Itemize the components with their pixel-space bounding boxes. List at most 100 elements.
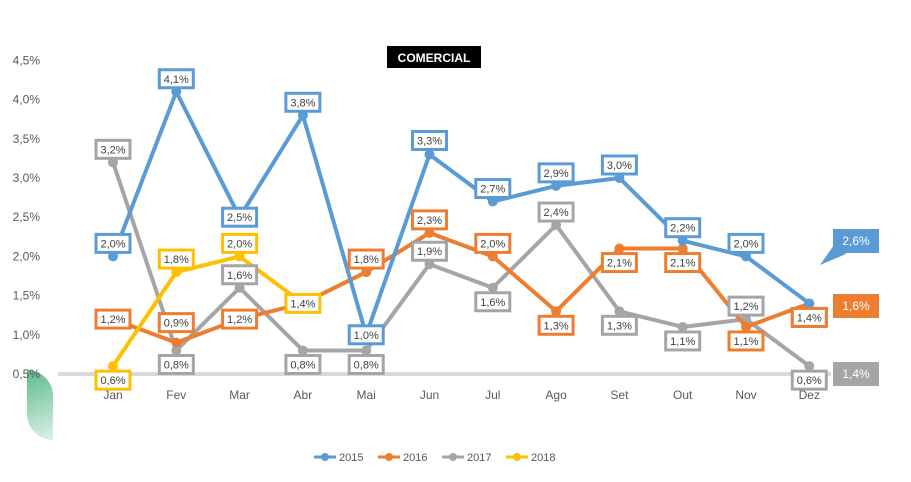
data-label-2017: 3,2% (94, 138, 132, 160)
x-tick-label: Set (610, 388, 629, 402)
data-label-2016: 2,3% (411, 209, 448, 231)
data-point-2017 (171, 345, 182, 356)
data-label-2018: 2,0% (221, 232, 259, 254)
legend-label: 2018 (531, 452, 555, 464)
data-label-box (600, 252, 638, 274)
y-tick-label: 3,5% (13, 132, 41, 146)
x-tick-label: Fev (166, 388, 186, 402)
legend-swatch-marker (321, 453, 329, 461)
data-label-text: 0,6% (100, 375, 125, 387)
data-label-box (347, 353, 385, 375)
data-label-2015: 3,3% (411, 129, 448, 151)
data-label-2015: 2,9% (537, 162, 575, 184)
data-label-text: 0,8% (354, 359, 379, 371)
series-line-2017 (111, 160, 812, 369)
data-label-box (157, 353, 195, 375)
y-tick-label: 2,0% (13, 249, 41, 263)
data-label-text: 0,9% (164, 318, 189, 330)
data-label-2015: 2,7% (474, 178, 512, 200)
data-label-2015: 2,0% (727, 232, 765, 254)
legend-label: 2017 (467, 452, 491, 464)
series-line-2018 (111, 254, 305, 369)
y-tick-label: 0,5% (13, 367, 41, 381)
x-tick-label: Jan (103, 388, 122, 402)
legend-item-2016: 2016 (378, 452, 427, 464)
data-label-text: 1,2% (100, 314, 125, 326)
data-label-box (411, 240, 448, 262)
data-label-2016: 1,2% (94, 308, 132, 330)
legend-item-2018: 2018 (506, 452, 555, 464)
data-label-box (94, 369, 132, 391)
data-label-2016: 1,4% (790, 306, 828, 328)
annotation-box (831, 360, 881, 388)
data-label-text: 1,1% (670, 336, 695, 348)
y-tick-label: 4,5% (13, 53, 41, 67)
data-label-2016: 0,9% (157, 312, 195, 334)
x-tick-label: Jul (485, 388, 500, 402)
data-label-text: 1,2% (733, 301, 758, 313)
data-point-2017 (361, 345, 372, 356)
data-label-2017: 1,2% (727, 295, 765, 317)
data-label-2017: 1,9% (411, 240, 448, 262)
data-label-2016: 1,3% (537, 314, 575, 336)
data-label-box (284, 292, 322, 314)
data-point-2017 (487, 282, 498, 293)
data-label-box (727, 295, 765, 317)
data-label-text: 2,3% (417, 215, 442, 227)
data-label-box (347, 248, 385, 270)
data-label-2016: 2,1% (600, 252, 638, 274)
data-label-2016: 1,2% (221, 308, 259, 330)
annotation-box (831, 292, 881, 320)
y-tick-label: 1,0% (13, 328, 41, 342)
data-label-2016: 2,1% (664, 252, 702, 274)
x-tick-label: Mar (229, 388, 250, 402)
data-label-box (474, 232, 512, 254)
chart-title-box (387, 46, 481, 68)
data-label-2015: 1,0% (347, 324, 385, 346)
data-label-text: 1,6% (480, 297, 505, 309)
data-label-box (727, 330, 765, 352)
data-label-text: 1,0% (354, 330, 379, 342)
data-label-box (537, 314, 575, 336)
data-label-text: 1,2% (227, 314, 252, 326)
legend-swatch-marker (449, 453, 457, 461)
data-label-box (284, 353, 322, 375)
data-label-text: 1,8% (164, 254, 189, 266)
legend-swatch-marker (513, 453, 521, 461)
x-tick-label: Ago (545, 388, 567, 402)
data-label-box (537, 201, 575, 223)
data-label-box (600, 314, 638, 336)
y-tick-label: 3,0% (13, 171, 41, 185)
data-label-box (600, 154, 638, 176)
data-label-box (221, 232, 259, 254)
data-label-text: 1,4% (290, 298, 315, 310)
data-label-box (727, 232, 765, 254)
data-label-text: 2,0% (733, 238, 758, 250)
data-label-2017: 0,6% (790, 369, 828, 391)
data-label-2016: 1,1% (727, 330, 765, 352)
legend-item-2017: 2017 (442, 452, 491, 464)
data-label-text: 2,1% (607, 258, 632, 270)
data-label-2015: 3,8% (284, 91, 322, 113)
data-label-text: 2,0% (100, 238, 125, 250)
data-label-text: 2,5% (227, 212, 252, 224)
data-label-2015: 2,5% (221, 206, 259, 228)
data-label-2016: 1,8% (347, 248, 385, 270)
data-label-box (221, 206, 259, 228)
data-label-box (664, 252, 702, 274)
x-tick-label: Out (673, 388, 693, 402)
data-label-2017: 0,8% (347, 353, 385, 375)
data-label-2017: 0,8% (157, 353, 195, 375)
data-label-2017: 1,1% (664, 330, 702, 352)
legend-item-2015: 2015 (314, 452, 363, 464)
data-label-2015: 3,0% (600, 154, 638, 176)
data-label-text: 1,6% (227, 270, 252, 282)
annotation-callout: 1,4% (831, 360, 881, 388)
data-label-text: 4,1% (164, 74, 189, 86)
data-label-text: 3,8% (290, 97, 315, 109)
data-label-text: 3,0% (607, 160, 632, 172)
data-label-2017: 1,3% (600, 314, 638, 336)
data-label-2015: 4,1% (157, 68, 195, 90)
data-point-2017 (297, 345, 308, 356)
data-label-box (347, 324, 385, 346)
